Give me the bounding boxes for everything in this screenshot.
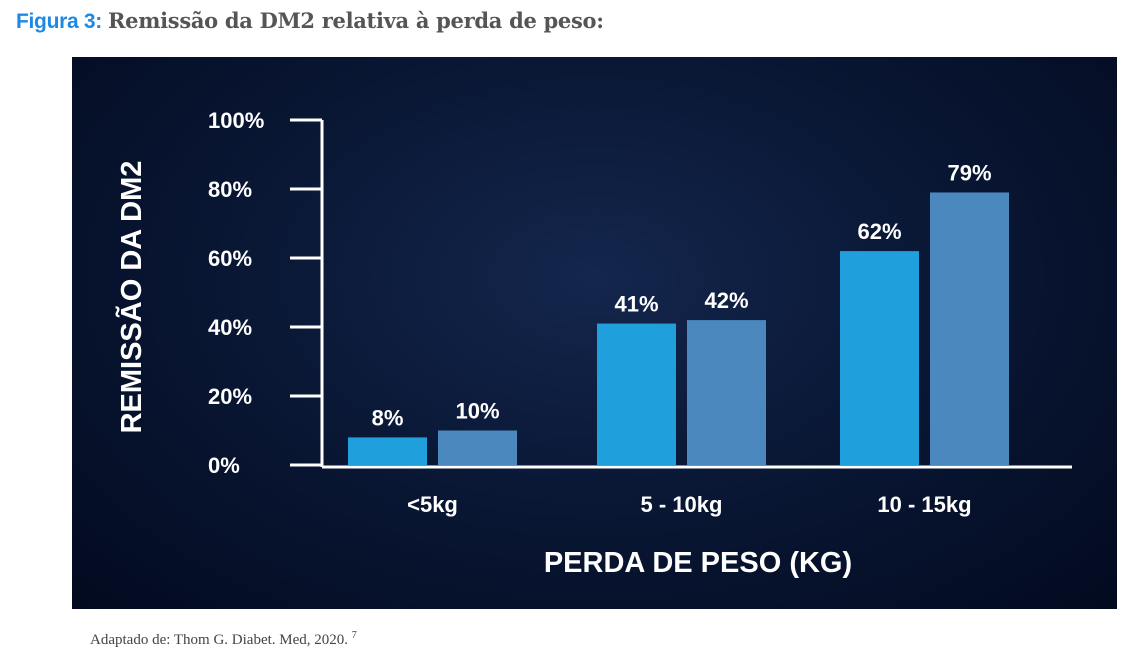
x-axis-title: PERDA DE PESO (KG) bbox=[544, 547, 852, 579]
y-tick-label: 0% bbox=[208, 453, 240, 478]
figure-title: Remissão da DM2 relativa à perda de peso… bbox=[107, 8, 604, 33]
y-tick-label: 40% bbox=[208, 315, 252, 340]
data-label: 42% bbox=[704, 288, 748, 313]
data-label: 10% bbox=[455, 399, 499, 424]
figure-caption: Figura 3: Remissão da DM2 relativa à perd… bbox=[16, 8, 604, 34]
data-label: 62% bbox=[857, 219, 901, 244]
x-tick-label: 10 - 15kg bbox=[877, 492, 971, 517]
y-tick-label: 100% bbox=[208, 108, 264, 133]
y-tick-label: 80% bbox=[208, 177, 252, 202]
source-ref: 7 bbox=[351, 630, 357, 641]
y-axis-title: REMISSÃO DA DM2 bbox=[114, 161, 148, 434]
bar bbox=[687, 320, 766, 465]
y-tick-label: 20% bbox=[208, 384, 252, 409]
figure-label: Figura 3: bbox=[16, 10, 102, 33]
bar bbox=[438, 430, 517, 465]
source-text: Adaptado de: Thom G. Diabet. Med, 2020. bbox=[90, 632, 349, 648]
x-tick-label: <5kg bbox=[407, 492, 458, 517]
bar bbox=[930, 192, 1009, 465]
x-tick-label: 5 - 10kg bbox=[641, 492, 723, 517]
data-label: 8% bbox=[372, 405, 404, 430]
bar bbox=[348, 437, 427, 465]
bar bbox=[840, 251, 919, 465]
bar bbox=[597, 323, 676, 465]
y-tick-label: 60% bbox=[208, 246, 252, 271]
source-note: Adaptado de: Thom G. Diabet. Med, 2020. … bbox=[90, 630, 357, 649]
data-label: 79% bbox=[947, 160, 991, 185]
data-label: 41% bbox=[614, 292, 658, 317]
